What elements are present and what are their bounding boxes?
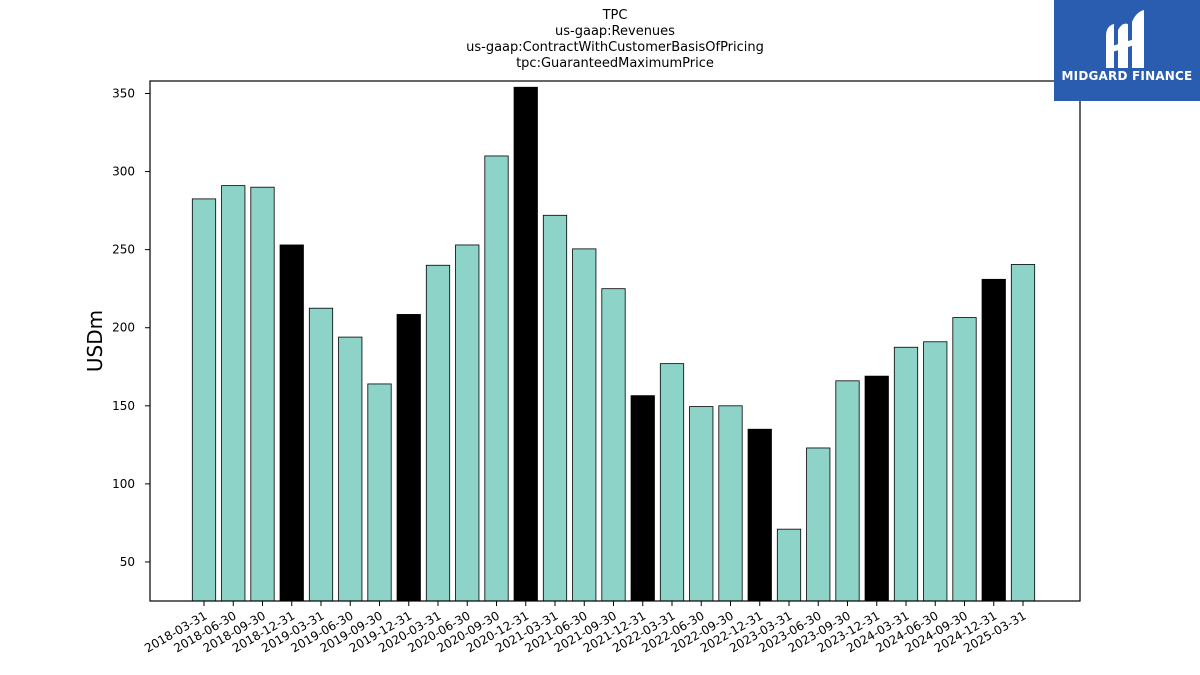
bar-2024-06-30	[923, 341, 948, 602]
logo-text: MIDGARD FINANCE	[1061, 69, 1193, 83]
midgard-finance-logo: MIDGARD FINANCE	[1054, 0, 1200, 101]
bar-2024-03-31	[893, 346, 919, 602]
bar-2020-09-30	[484, 155, 509, 602]
bar-2021-03-31	[542, 214, 568, 602]
y-tick-label: 150	[112, 399, 135, 413]
y-tick-label: 200	[112, 321, 135, 335]
bar-2018-06-30	[221, 185, 246, 602]
bar-2021-12-31	[630, 395, 655, 602]
bar-2022-06-30	[689, 406, 714, 602]
bar-2023-06-30	[806, 447, 831, 602]
y-tick-label: 250	[112, 243, 135, 257]
chart-title-line-4: tpc:GuaranteedMaximumPrice	[516, 56, 714, 71]
bar-2020-03-31	[425, 264, 451, 602]
bar-2019-09-30	[367, 383, 392, 602]
bar-2025-03-31	[1010, 264, 1036, 602]
chart-title-line-2: us-gaap:Revenues	[555, 24, 675, 39]
y-axis: 50 100 150 200 250 300 350	[112, 86, 150, 569]
midgard-logo-icon	[1106, 10, 1144, 69]
bar-2021-06-30	[572, 248, 597, 602]
bar-2023-03-31	[776, 528, 802, 602]
bar-2022-09-30	[718, 405, 743, 602]
bar-2020-06-30	[455, 244, 480, 602]
bar-2024-12-31	[981, 278, 1006, 602]
bar-2020-12-31	[513, 86, 538, 602]
y-tick-label: 300	[112, 165, 135, 179]
chart-title-line-3: us-gaap:ContractWithCustomerBasisOfPrici…	[466, 40, 764, 55]
bar-2019-12-31	[396, 314, 421, 602]
bar-2018-03-31	[191, 198, 217, 602]
bars-group	[191, 86, 1036, 602]
bar-2018-09-30	[250, 186, 275, 602]
bar-2018-12-31	[279, 244, 304, 602]
bar-2022-03-31	[659, 363, 685, 602]
y-tick-label: 50	[120, 555, 135, 569]
bar-2022-12-31	[747, 428, 772, 602]
x-axis: 2018-03-312018-06-302018-09-302018-12-31…	[142, 601, 1029, 655]
y-tick-label: 350	[112, 86, 135, 100]
plot-frame	[149, 80, 1081, 602]
bar-2019-03-31	[308, 307, 334, 602]
bar-2023-09-30	[835, 380, 860, 602]
y-tick-label: 100	[112, 477, 135, 491]
chart-title-line-1: TPC	[602, 8, 628, 23]
y-axis-label: USDm	[83, 310, 107, 372]
bar-2024-09-30	[952, 317, 977, 602]
bar-2019-06-30	[338, 336, 363, 602]
bar-2021-09-30	[601, 288, 626, 602]
bar-2023-12-31	[864, 375, 889, 602]
